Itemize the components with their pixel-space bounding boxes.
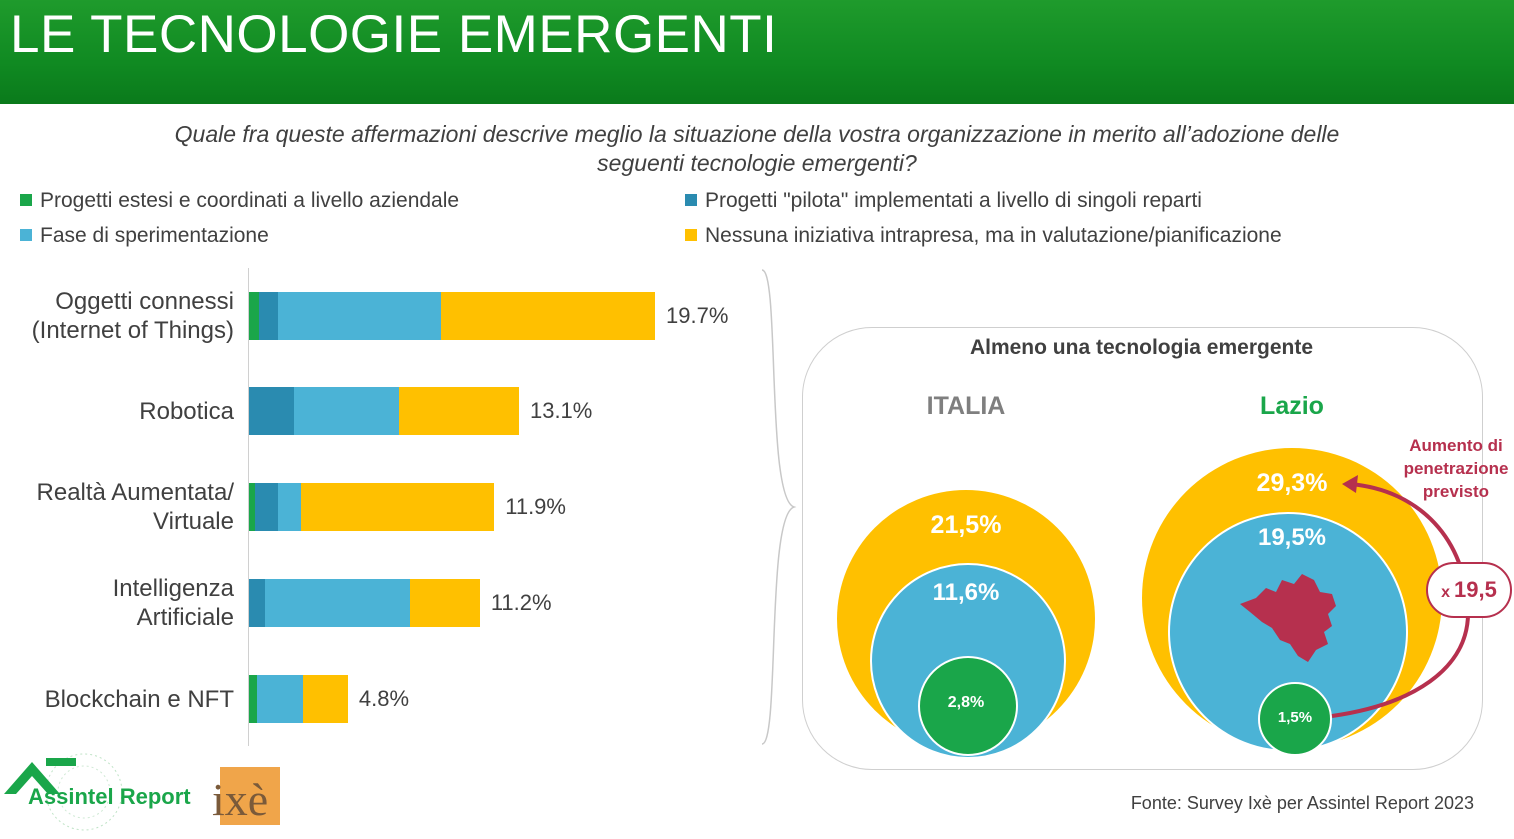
multiplier-badge: x 19,5: [1426, 562, 1512, 618]
survey-question: Quale fra queste affermazioni descrive m…: [174, 121, 1340, 176]
bar-segment: [399, 387, 519, 435]
legend-label: Nessuna iniziativa intrapresa, ma in val…: [705, 224, 1282, 247]
lazio-inner-value: 1,5%: [1277, 709, 1313, 726]
italia-inner-circle: [918, 656, 1018, 756]
header-banner: LE TECNOLOGIE EMERGENTI: [0, 0, 1514, 104]
lazio-outer-value: 29,3%: [1256, 469, 1328, 497]
bar-axis-line: [248, 268, 249, 746]
bar-segment: [300, 483, 495, 531]
legend-item-sperimentazione: Fase di sperimentazione: [20, 224, 269, 248]
lazio-region-icon: [1240, 574, 1336, 662]
bar-category-label: Robotica: [139, 397, 234, 425]
group-brace: [761, 269, 797, 745]
panel-title: Almeno una tecnologia emergente: [969, 336, 1314, 359]
lazio-middle-value: 19,5%: [1257, 524, 1327, 551]
bar-segment: [249, 292, 260, 340]
ixe-logo: ixè: [212, 767, 280, 825]
bar-category-label: Realtà Aumentata/ Virtuale: [36, 479, 234, 535]
assintel-logo-text: Assintel Report: [28, 784, 191, 809]
bar-category-label: Oggetti connessi (Internet of Things): [31, 288, 234, 344]
bar-category-label: Blockchain e NFT: [44, 685, 234, 713]
bar-segment: [249, 675, 258, 723]
assintel-report-logo: Assintel Report: [4, 753, 191, 831]
bar-segment: [277, 292, 441, 340]
ixe-logo-text: ixè: [212, 774, 268, 825]
lazio-inner-circle: [1258, 682, 1332, 756]
bar-total-label: 19.7%: [666, 303, 729, 328]
bar-segment: [249, 483, 256, 531]
bar-segment: [259, 292, 278, 340]
bar-total-label: 11.9%: [505, 494, 566, 519]
italia-outer-value: 21,5%: [930, 511, 1002, 539]
page-title: LE TECNOLOGIE EMERGENTI: [10, 5, 778, 64]
legend-label: Fase di sperimentazione: [40, 224, 269, 247]
source-note: Fonte: Survey Ixè per Assintel Report 20…: [1130, 793, 1474, 813]
legend-item-valutazione: Nessuna iniziativa intrapresa, ma in val…: [685, 224, 1282, 248]
legend-swatch: [20, 229, 32, 241]
legend-label: Progetti estesi e coordinati a livello a…: [40, 189, 460, 212]
legend-swatch: [685, 194, 697, 206]
legend-item-estesi: Progetti estesi e coordinati a livello a…: [20, 189, 459, 213]
italia-inner-value: 2,8%: [947, 694, 985, 711]
bar-total-label: 13.1%: [529, 398, 593, 423]
bar-total-label: 11.2%: [490, 590, 552, 615]
bar-segment: [440, 292, 655, 340]
bar-segment: [257, 675, 303, 723]
bar-segment: [277, 483, 301, 531]
bar-segment: [249, 579, 266, 627]
multiplier-value: 19,5: [1454, 577, 1497, 602]
bar-category-label: Intelligenza Artificiale: [112, 575, 234, 631]
bar-segment: [294, 387, 400, 435]
legend-item-pilota: Progetti "pilota" implementati a livello…: [685, 189, 1202, 213]
bar-total-label: 4.8%: [358, 686, 410, 711]
multiplier-prefix: x: [1441, 584, 1451, 601]
lazio-label: Lazio: [1260, 392, 1324, 420]
bar-segment: [265, 579, 410, 627]
bar-segment: [255, 483, 278, 531]
bar-segment: [302, 675, 348, 723]
legend-label: Progetti "pilota" implementati a livello…: [705, 189, 1202, 212]
bar-segment: [409, 579, 480, 627]
increase-annotation: Aumento di penetrazione previsto: [1403, 436, 1509, 501]
italia-middle-value: 11,6%: [932, 579, 1000, 606]
legend-swatch: [20, 194, 32, 206]
legend-swatch: [685, 229, 697, 241]
bar-segment: [249, 387, 295, 435]
italia-label: ITALIA: [926, 392, 1006, 420]
